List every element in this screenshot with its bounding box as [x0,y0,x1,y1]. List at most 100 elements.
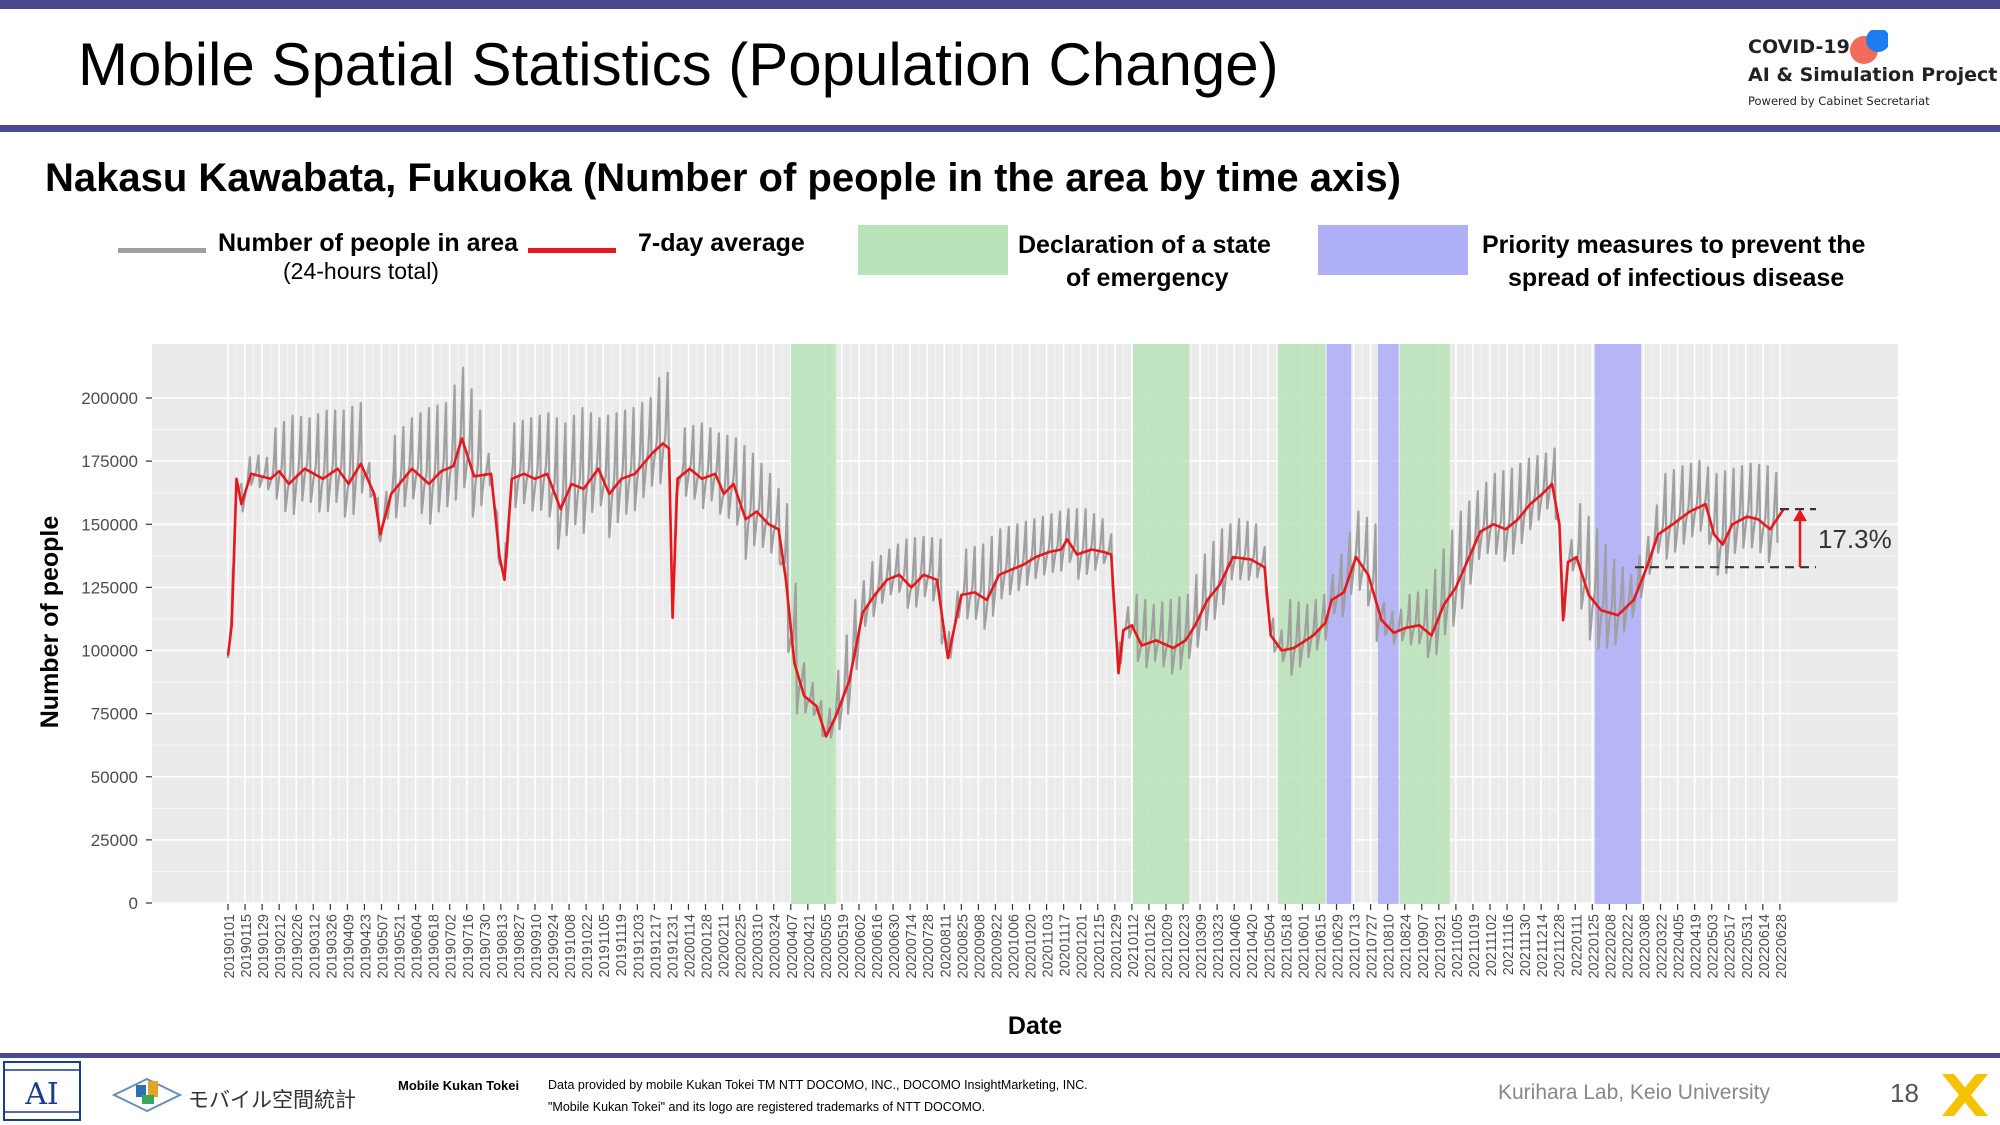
x-tick-label: 20210629 [1331,914,1347,979]
x-tick-label: 20200811 [938,914,954,977]
priority-band [1377,344,1399,904]
x-tick-label: 20190618 [427,914,443,979]
x-tick-label: 20200128 [700,914,716,979]
y-tick-label: 200000 [81,389,138,408]
x-tick-label: 20191217 [648,914,664,979]
x-tick-label: 20210727 [1365,914,1381,979]
footer-top-bar [0,1053,2000,1058]
x-tick-label: 20201215 [1092,914,1108,979]
raw-daily-series-line [226,366,1779,739]
x-tick-label: 20220125 [1586,914,1602,979]
header-divider-bar [0,125,2000,132]
legend-priority-label-1: Priority measures to prevent the [1482,231,1866,259]
chart-title: Nakasu Kawabata, Fukuoka (Number of peop… [45,156,1401,200]
x-tick-label: 20190813 [495,914,511,979]
x-tick-label: 20190115 [239,914,255,977]
x-tick-label: 20200310 [751,914,767,979]
x-tick-label: 20210810 [1382,914,1398,979]
x-tick-label: 20210112 [1126,914,1142,977]
page-number: 18 [1890,1078,1919,1108]
brand-dots-icon [1850,30,1888,64]
x-tick-label: 20190312 [307,914,323,979]
mobile-kukan-tokei-logo-icon [111,1077,183,1113]
y-tick-label: 25000 [91,831,138,850]
population-chart: 17.3% 0 25000 50000 75000 100000 125000 150000… [36,344,1898,1040]
x-tick-label: 20190702 [444,914,460,979]
x-tick-label: 20210309 [1194,914,1210,979]
x-tick-label: 20200421 [802,914,818,979]
x-tick-label: 20211102 [1484,914,1500,976]
x-tick-label: 20220419 [1689,914,1705,979]
y-tick-label: 75000 [91,705,138,724]
x-tick-label: 20200908 [972,914,988,979]
x-tick-label: 20220517 [1723,914,1739,979]
x-tick-label: 20210921 [1433,914,1449,979]
footer-credit-1: Data provided by mobile Kukan Tokei TM N… [548,1078,1088,1092]
x-tick-label: 20190924 [546,914,562,979]
x-tick-label: 20190101 [222,914,238,979]
x-tick-label: 20210518 [1279,914,1295,979]
svg-text:AI: AI [24,1077,59,1112]
x-tick-label: 20220322 [1655,914,1671,979]
x-tick-label: 20190326 [324,914,340,979]
legend-raw-swatch [118,248,206,253]
legend-raw-sublabel: (24-hours total) [283,258,439,284]
x-tick-label: 20211228 [1552,914,1568,977]
x-tick-label: 20200728 [921,914,937,979]
x-tick-label: 20210504 [1262,914,1278,979]
x-tick-label: 20220405 [1672,914,1688,979]
legend-avg-label: 7-day average [638,229,805,257]
y-tick-label: 150000 [81,515,138,534]
x-tick-label: 20200211 [717,914,733,977]
footer-lab-name: Kurihara Lab, Keio University [1498,1081,1770,1104]
x-tick-label: 20211019 [1467,914,1483,977]
x-tick-label: 20220222 [1620,914,1636,979]
x-tick-label: 20200324 [768,914,784,979]
x-tick-label: 20190423 [358,914,374,979]
x-tick-label: 20200616 [870,914,886,979]
footer-credit-2: "Mobile Kukan Tokei" and its logo are re… [548,1100,986,1114]
x-tick-label: 20210126 [1143,914,1159,979]
emergency-band [1278,344,1326,904]
x-tick-label: 20190409 [341,914,357,979]
annotation-percent-label: 17.3% [1818,524,1892,554]
brand-line-2: AI & Simulation Project [1748,64,1998,86]
x-tick-label: 20220111 [1569,914,1585,976]
footer-logo-text: モバイル空間統計 [188,1088,356,1112]
brand-logo: COVID-19 AI & Simulation Project Powered… [1748,30,1997,115]
brand-line-1: COVID-19 [1748,36,1850,58]
x-tick-label: 20201020 [1024,914,1040,979]
x-tick-label: 20220308 [1637,914,1653,979]
x-tick-label: 20201103 [1041,914,1057,977]
x-tick-label: 20190730 [478,914,494,979]
x-tick-label: 20210209 [1160,914,1176,979]
legend-raw-label: Number of people in area [218,229,519,257]
emergency-band [790,344,836,904]
x-tick-label: 20200714 [904,914,920,979]
x-tick-label: 20190226 [290,914,306,979]
x-tick-label: 20201201 [1075,914,1091,979]
x-tick-label: 20220503 [1706,914,1722,979]
x-tick-label: 20200407 [785,914,801,979]
annotation-arrow-head [1793,509,1807,522]
x-tick-label: 20210824 [1399,914,1415,979]
y-tick-label: 100000 [81,642,138,661]
priority-band [1326,344,1352,904]
x-tick-label: 20190212 [273,914,289,979]
x-tick-label: 20220614 [1757,914,1773,979]
x-tick-label: 20200825 [955,914,971,979]
x-tick-label: 20191119 [614,914,630,976]
keio-logo-icon: AI [3,1061,81,1121]
y-tick-label: 125000 [81,578,138,597]
x-tick-label: 20200519 [836,914,852,979]
legend-emergency-label-1: Declaration of a state [1018,231,1271,259]
x-tick-label: 20190910 [529,914,545,979]
footer-bold-text: Mobile Kukan Tokei [398,1078,520,1093]
x-tick-label: 20211005 [1450,914,1466,977]
x-tick-label: 20191022 [580,914,596,979]
x-tick-label: 20191203 [631,914,647,979]
header-top-bar [0,0,2000,9]
x-tick-label: 20190604 [410,914,426,979]
x-tick-label: 20220628 [1774,914,1790,979]
x-tick-label: 20210323 [1211,914,1227,979]
